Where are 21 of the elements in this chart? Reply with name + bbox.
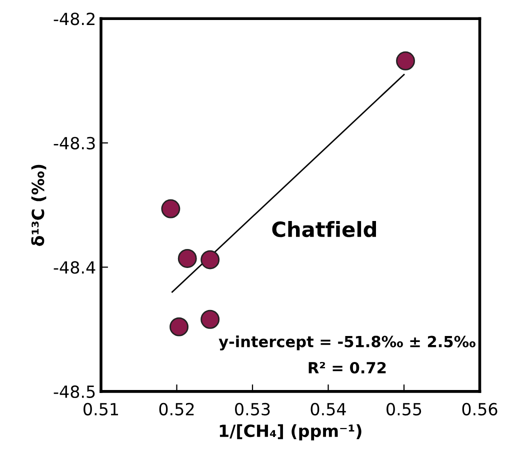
point (170, 317, 188, 336)
point (161, 199, 180, 218)
x-tick-label: 0.54 (310, 402, 346, 416)
point (200, 250, 220, 270)
x-tick-label: 0.53 (235, 402, 270, 416)
y-axis-title: δ¹³C (‰) (31, 164, 46, 246)
x-tick-label: 0.55 (386, 402, 422, 416)
annotation: y-intercept = -51.8‰ ± 2.5‰ (218, 336, 476, 350)
x-tick-label: 0.51 (84, 402, 118, 416)
point (396, 51, 415, 70)
x-axis-title: 1/[CH₄] (ppm⁻¹) (220, 424, 362, 440)
y-tick-label: -48.3 (54, 136, 95, 150)
point (200, 310, 220, 329)
x-tick-label: 0.52 (159, 402, 194, 416)
y-tick-label: -48.4 (54, 261, 96, 274)
y-tick-label: -48.5 (54, 385, 95, 398)
annotation: Chatfield (272, 221, 376, 238)
y-tick-label: -48.2 (54, 12, 94, 26)
x-tick-label: 0.56 (462, 402, 498, 416)
annotation: R² = 0.72 (308, 362, 386, 374)
point (178, 248, 197, 268)
